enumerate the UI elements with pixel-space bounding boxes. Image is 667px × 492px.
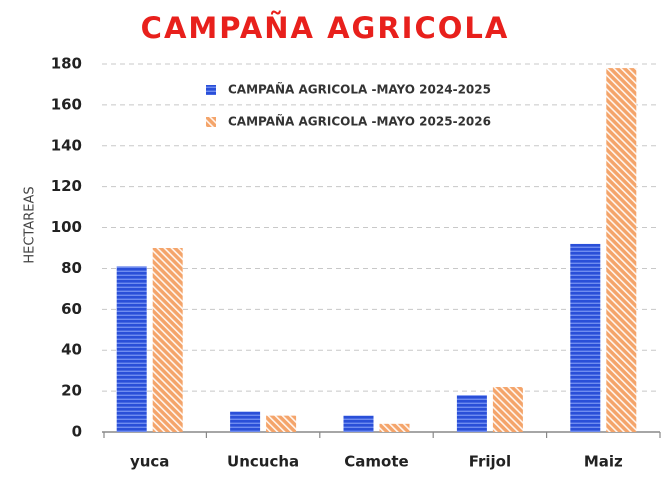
x-tick-label: Maiz (584, 453, 623, 471)
bar (492, 387, 523, 432)
y-tick-label: 80 (61, 259, 82, 277)
x-tick-label: Frijol (469, 453, 511, 471)
bar (606, 68, 637, 432)
y-tick-label: 120 (51, 177, 82, 195)
legend-swatch (206, 117, 216, 127)
x-tick-label: Uncucha (227, 453, 299, 471)
legend-label: CAMPAÑA AGRICOLA -MAYO 2025-2026 (228, 114, 491, 129)
y-tick-label: 60 (61, 300, 82, 318)
y-tick-label: 160 (51, 95, 82, 113)
bar (116, 266, 147, 432)
bar (230, 411, 261, 432)
x-tick-label: Camote (344, 453, 408, 471)
legend-swatch (206, 85, 216, 95)
y-tick-label: 180 (51, 55, 82, 73)
bar (152, 248, 183, 432)
y-tick-label: 0 (72, 423, 82, 441)
bar (570, 243, 601, 432)
bar (266, 415, 297, 432)
y-tick-label: 100 (51, 218, 82, 236)
y-tick-label: 40 (61, 341, 82, 359)
legend-label: CAMPAÑA AGRICOLA -MAYO 2024-2025 (228, 82, 491, 97)
y-tick-label: 20 (61, 382, 82, 400)
x-tick-label: yuca (130, 453, 169, 471)
bar (456, 395, 487, 432)
y-tick-label: 140 (51, 136, 82, 154)
bar (379, 423, 410, 432)
chart-title: CAMPAÑA AGRICOLA (141, 11, 510, 45)
bar (343, 415, 374, 432)
y-axis-label: HECTAREAS (23, 186, 38, 263)
